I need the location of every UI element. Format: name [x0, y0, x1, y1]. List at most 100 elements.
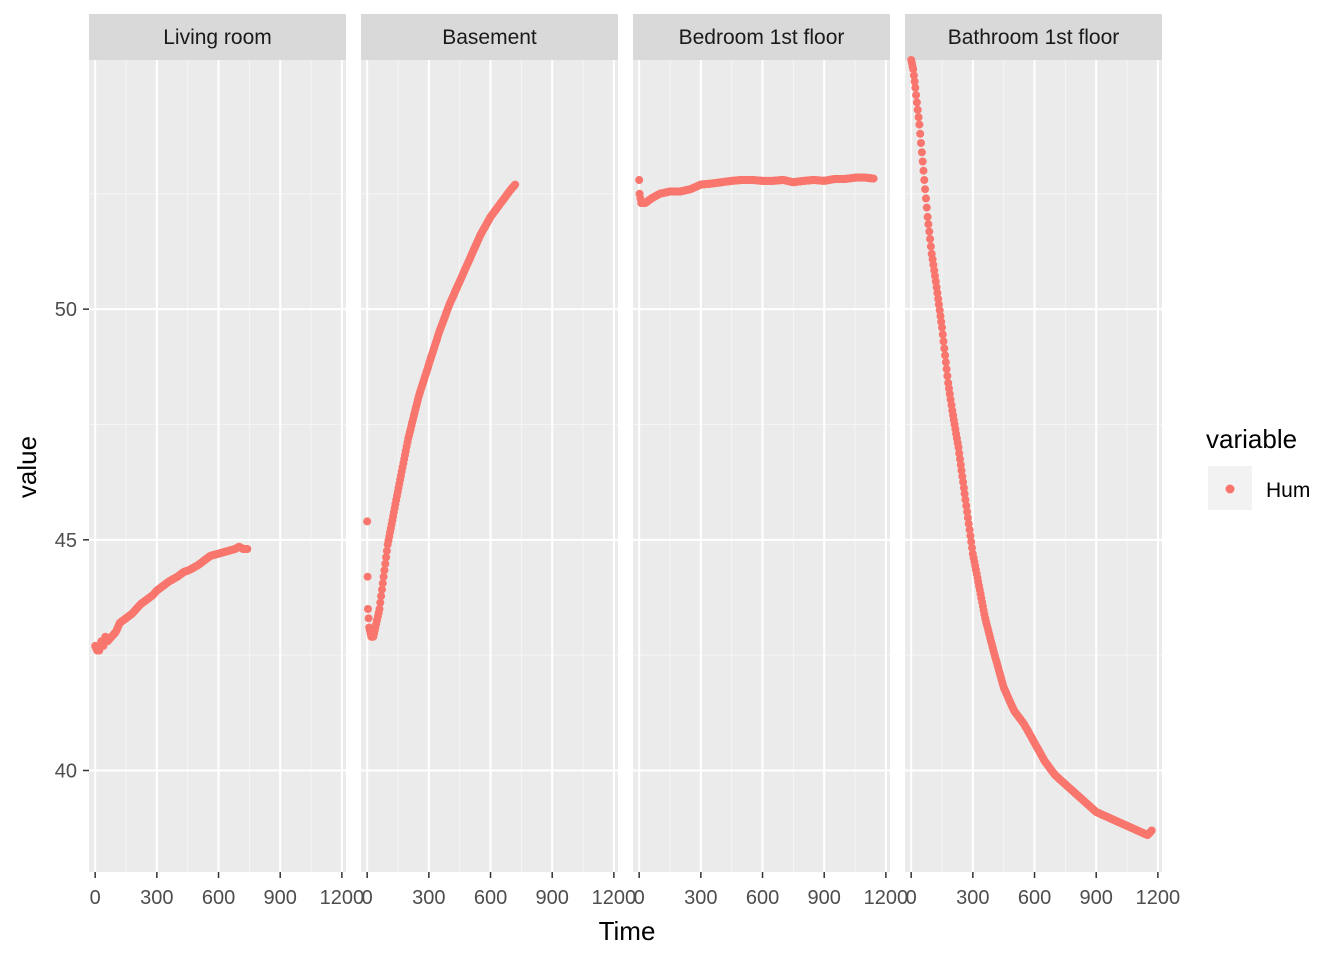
facet-strip-label: Bathroom 1st floor — [948, 26, 1120, 49]
data-point — [376, 598, 385, 607]
data-points — [907, 56, 1156, 840]
data-point — [961, 495, 970, 504]
data-points — [635, 173, 878, 207]
panel-background — [89, 60, 346, 872]
data-point — [921, 185, 930, 194]
data-point — [379, 572, 388, 581]
data-point — [381, 559, 390, 568]
data-point — [924, 220, 933, 229]
y-axis: 40 45 50 — [55, 299, 89, 783]
data-point — [918, 157, 927, 166]
data-point — [959, 483, 968, 492]
x-tick-label: 300 — [412, 887, 445, 909]
data-point — [364, 605, 372, 613]
data-point — [922, 203, 931, 212]
x-tick-label: 0 — [362, 887, 373, 909]
facet-strip — [361, 14, 618, 60]
y-tick-label: 45 — [55, 530, 77, 552]
facet-strip — [89, 14, 346, 60]
data-point — [1147, 826, 1156, 835]
data-point — [364, 614, 373, 623]
data-point — [963, 507, 972, 516]
data-point — [363, 572, 372, 581]
facet-panel: Basement 0 300 600 900 1200 — [361, 14, 636, 909]
x-tick-label: 0 — [634, 887, 645, 909]
data-point — [914, 113, 923, 122]
data-point — [968, 543, 976, 552]
data-points — [363, 180, 520, 641]
data-point — [926, 235, 935, 243]
data-point — [909, 71, 918, 80]
x-tick-label: 900 — [536, 887, 569, 909]
data-point — [954, 443, 963, 452]
data-point — [911, 83, 920, 92]
x-tick-label: 1200 — [864, 887, 909, 909]
data-point — [962, 501, 971, 510]
facet-strip — [633, 14, 890, 60]
data-point — [869, 174, 878, 183]
x-tick-label: 0 — [90, 887, 101, 909]
data-point — [915, 120, 924, 129]
data-point — [380, 566, 389, 575]
data-points — [91, 542, 252, 655]
data-point — [635, 176, 644, 184]
data-point — [942, 365, 951, 374]
data-point — [939, 337, 948, 346]
data-point — [363, 517, 372, 526]
facet-strip-label: Living room — [163, 26, 272, 49]
x-tick-label: 1200 — [592, 887, 637, 909]
legend-key-hum-point — [1225, 484, 1235, 494]
data-point — [941, 358, 950, 367]
x-tick-label: 900 — [264, 887, 297, 909]
data-point — [375, 605, 384, 613]
facet-panel: Living room 0 300 600 900 1200 — [89, 14, 364, 909]
x-tick-label: 0 — [906, 887, 917, 909]
data-point — [913, 105, 922, 114]
data-point — [938, 323, 946, 332]
data-point — [378, 579, 387, 588]
data-point — [378, 585, 386, 594]
panel-background — [905, 60, 1162, 872]
x-tick-label: 600 — [1018, 887, 1051, 909]
data-point — [965, 525, 974, 534]
data-point — [963, 513, 972, 522]
legend-title: variable — [1206, 424, 1297, 454]
x-tick-label: 600 — [746, 887, 779, 909]
x-tick-label: 900 — [1080, 887, 1113, 909]
facet-strip-label: Bedroom 1st floor — [679, 26, 845, 49]
x-tick-label: 900 — [808, 887, 841, 909]
data-point — [243, 545, 252, 553]
data-point — [926, 242, 935, 251]
x-axis-title: Time — [599, 916, 656, 946]
facet-panels: Living room 0 300 600 900 1200 Basement 0 300 600… — [89, 14, 1180, 909]
facet-panel: Bathroom 1st floor 0 300 600 900 1200 — [905, 14, 1180, 909]
data-point — [967, 537, 976, 546]
x-tick-label: 1200 — [320, 887, 365, 909]
data-point — [956, 460, 965, 469]
data-point — [919, 166, 928, 175]
facet-strip-label: Basement — [442, 26, 537, 49]
data-point — [382, 546, 391, 555]
data-point — [917, 148, 926, 157]
data-point — [966, 531, 975, 540]
data-point — [909, 65, 918, 74]
x-tick-label: 300 — [684, 887, 717, 909]
data-point — [916, 129, 925, 138]
data-point — [912, 91, 921, 100]
data-point — [943, 372, 952, 380]
y-tick-label: 40 — [55, 761, 77, 783]
data-point — [941, 351, 950, 360]
x-tick-label: 300 — [140, 887, 173, 909]
data-point — [925, 227, 934, 236]
x-tick-label: 300 — [956, 887, 989, 909]
x-tick-label: 600 — [474, 887, 507, 909]
legend: variable Hum — [1206, 424, 1310, 510]
facet-panel: Bedroom 1st floor 0 300 600 900 1200 — [633, 14, 908, 909]
facet-strip — [905, 14, 1162, 60]
legend-label-hum: Hum — [1266, 479, 1310, 502]
data-point — [917, 139, 925, 147]
data-point — [920, 176, 929, 184]
data-point — [910, 77, 919, 86]
data-point — [382, 553, 391, 562]
x-tick-label: 1200 — [1136, 887, 1181, 909]
